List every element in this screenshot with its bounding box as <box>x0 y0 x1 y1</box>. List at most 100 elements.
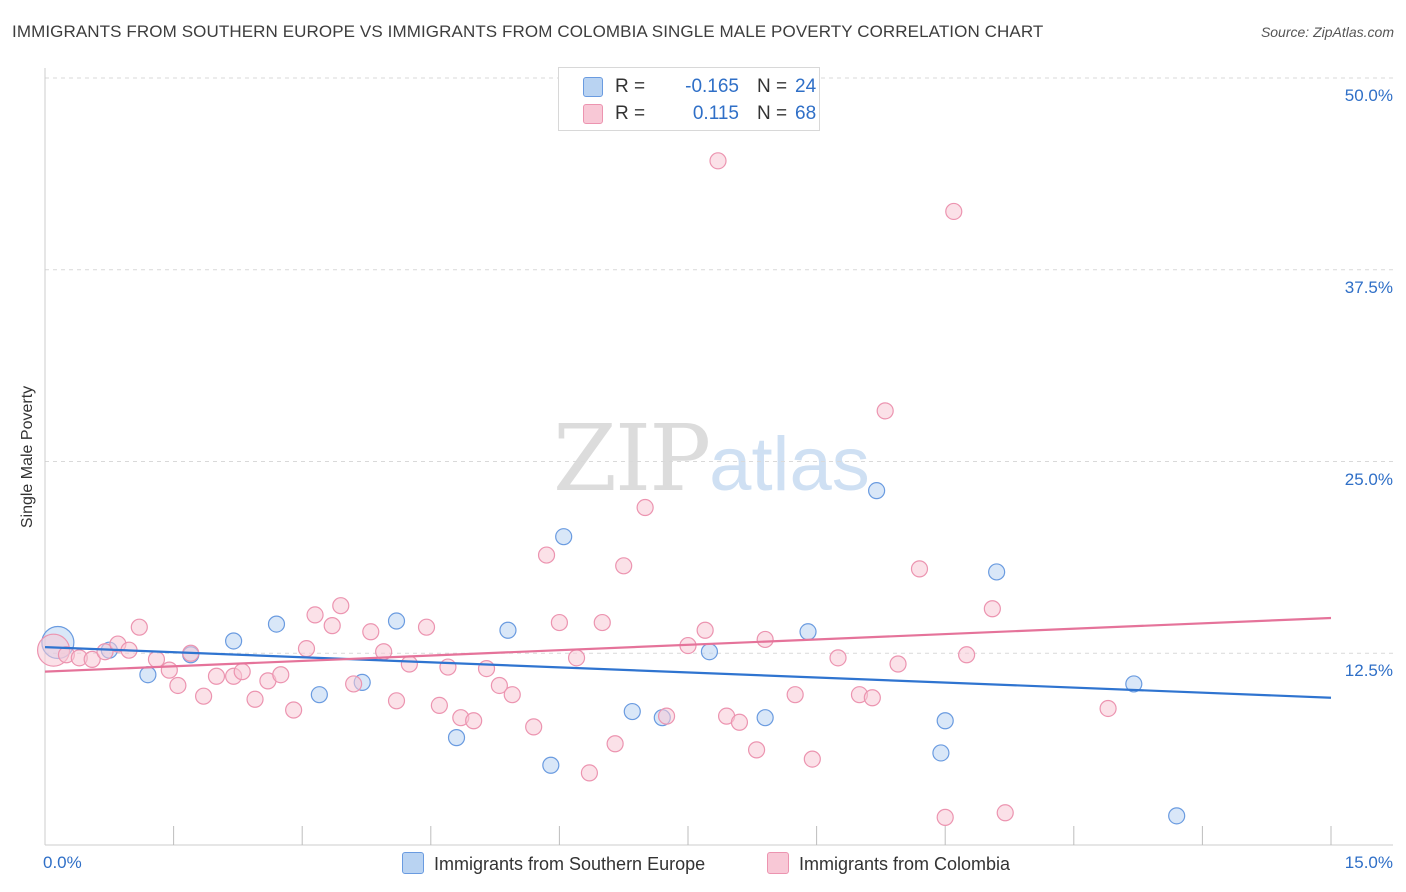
legend-n-label: N = <box>757 103 788 124</box>
point-colombia <box>465 712 483 730</box>
data-points <box>36 152 1186 826</box>
point-colombia <box>786 686 804 704</box>
trendline-southern-europe <box>44 646 1332 699</box>
point-colombia <box>345 675 363 693</box>
point-colombia <box>730 713 749 731</box>
point-colombia <box>306 606 324 624</box>
point-southern-europe <box>1125 675 1143 693</box>
point-colombia <box>387 692 406 710</box>
legend-item-colombia: Immigrants from Colombia <box>767 852 1010 875</box>
point-southern-europe <box>225 632 243 650</box>
point-colombia <box>910 560 929 578</box>
point-colombia <box>657 707 676 725</box>
point-colombia <box>169 676 187 695</box>
point-colombia <box>936 808 954 826</box>
y-tick-label: 37.5% <box>1344 277 1393 297</box>
point-colombia <box>636 498 654 517</box>
point-colombia <box>983 600 1001 618</box>
point-colombia <box>863 689 881 707</box>
point-colombia <box>285 701 303 719</box>
point-colombia <box>297 640 316 658</box>
point-colombia <box>323 617 341 635</box>
y-tick-label: 12.5% <box>1344 661 1393 681</box>
trend-lines <box>44 616 1332 699</box>
legend-item-southern-europe: Immigrants from Southern Europe <box>402 852 705 875</box>
point-colombia <box>362 623 380 641</box>
point-southern-europe <box>988 563 1006 581</box>
x-tick-label-min: 0.0% <box>43 853 82 872</box>
point-colombia <box>958 646 976 664</box>
legend-swatch-pink <box>767 852 789 874</box>
point-colombia <box>803 750 821 768</box>
legend-label: Immigrants from Southern Europe <box>434 854 706 874</box>
point-colombia <box>525 718 543 736</box>
y-tick-label: 50.0% <box>1344 86 1393 105</box>
point-colombia <box>709 152 727 170</box>
point-colombia <box>147 650 166 668</box>
legend-label: Immigrants from Colombia <box>799 854 1011 874</box>
point-colombia <box>580 764 599 782</box>
point-colombia <box>537 546 556 564</box>
point-southern-europe <box>542 756 560 774</box>
correlation-legend: R = -0.165 N = 24 R = 0.115 N = 68 <box>558 67 820 131</box>
point-colombia <box>615 557 633 575</box>
point-colombia <box>195 687 213 705</box>
point-southern-europe <box>932 744 950 762</box>
point-colombia <box>272 666 290 684</box>
point-southern-europe <box>447 729 466 747</box>
point-southern-europe <box>700 643 719 661</box>
point-colombia <box>439 658 457 676</box>
point-colombia <box>696 621 714 639</box>
point-colombia <box>430 696 448 715</box>
point-colombia <box>945 202 963 221</box>
point-colombia <box>233 663 251 681</box>
chart-title: IMMIGRANTS FROM SOUTHERN EUROPE VS IMMIG… <box>12 22 1044 41</box>
point-southern-europe <box>868 482 886 500</box>
point-colombia <box>747 741 766 759</box>
legend-r-label: R = <box>615 76 646 97</box>
point-colombia <box>160 661 178 679</box>
point-colombia <box>477 659 496 678</box>
point-southern-europe <box>799 623 817 641</box>
point-southern-europe <box>555 528 573 546</box>
point-southern-europe <box>387 612 406 630</box>
point-colombia <box>83 650 101 668</box>
x-axis <box>44 68 1393 846</box>
point-colombia <box>593 613 611 632</box>
legend-swatch-blue <box>402 852 424 874</box>
point-colombia <box>130 618 148 636</box>
legend-r-value: -0.165 <box>685 76 739 97</box>
y-tick-label: 25.0% <box>1344 469 1393 489</box>
point-colombia <box>567 649 586 667</box>
point-colombia <box>96 643 114 661</box>
legend-n-label: N = <box>757 76 788 97</box>
point-colombia <box>876 402 894 420</box>
legend-swatch-pink <box>583 104 603 124</box>
point-colombia <box>606 735 624 753</box>
point-southern-europe <box>267 615 286 633</box>
point-southern-europe <box>310 686 328 704</box>
point-colombia <box>829 649 847 667</box>
point-colombia <box>246 690 264 708</box>
x-tick-label-max: 15.0% <box>1344 853 1393 872</box>
legend-n-value: 68 <box>795 103 817 124</box>
legend-r-label: R = <box>615 103 646 124</box>
point-colombia <box>889 655 907 673</box>
point-southern-europe <box>1168 807 1186 825</box>
legend-n-value: 24 <box>795 76 817 97</box>
legend-swatch-blue <box>583 77 603 97</box>
trendline-colombia <box>44 616 1332 673</box>
point-southern-europe <box>623 702 641 721</box>
point-colombia <box>503 686 521 704</box>
point-southern-europe <box>139 666 157 684</box>
point-colombia <box>207 667 226 685</box>
point-colombia <box>400 655 418 673</box>
point-colombia <box>996 804 1014 822</box>
point-southern-europe <box>936 712 954 730</box>
point-southern-europe <box>756 709 774 727</box>
legend-r-value: 0.115 <box>692 103 739 124</box>
source-credit: Source: ZipAtlas.com <box>1260 24 1394 40</box>
point-colombia <box>490 676 508 695</box>
point-colombia <box>332 597 350 615</box>
